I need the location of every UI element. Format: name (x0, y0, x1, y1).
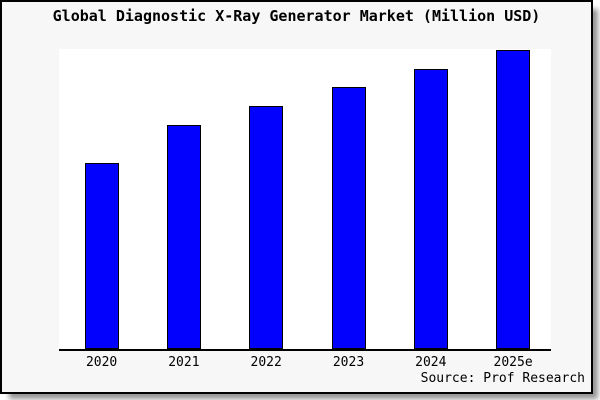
bar-2025e (496, 50, 531, 349)
plot-area (59, 49, 551, 349)
bar-2022 (249, 105, 284, 349)
x-tick-label-2021: 2021 (168, 355, 200, 370)
x-tick-label-2020: 2020 (85, 355, 118, 370)
bar-2024 (413, 68, 448, 349)
x-tick-label-2023: 2023 (332, 355, 365, 370)
bar-2023 (331, 86, 366, 349)
x-tick-label-2025e: 2025e (493, 355, 533, 370)
chart-frame: Global Diagnostic X-Ray Generator Market… (0, 0, 593, 394)
bar-2020 (84, 162, 119, 349)
x-tick-label-2024: 2024 (415, 355, 447, 370)
x-axis-line (59, 349, 551, 351)
bar-2021 (166, 124, 201, 349)
source-label: Source: Prof Research (420, 371, 585, 386)
chart-title: Global Diagnostic X-Ray Generator Market… (52, 7, 541, 25)
x-tick-label-2022: 2022 (250, 355, 282, 370)
